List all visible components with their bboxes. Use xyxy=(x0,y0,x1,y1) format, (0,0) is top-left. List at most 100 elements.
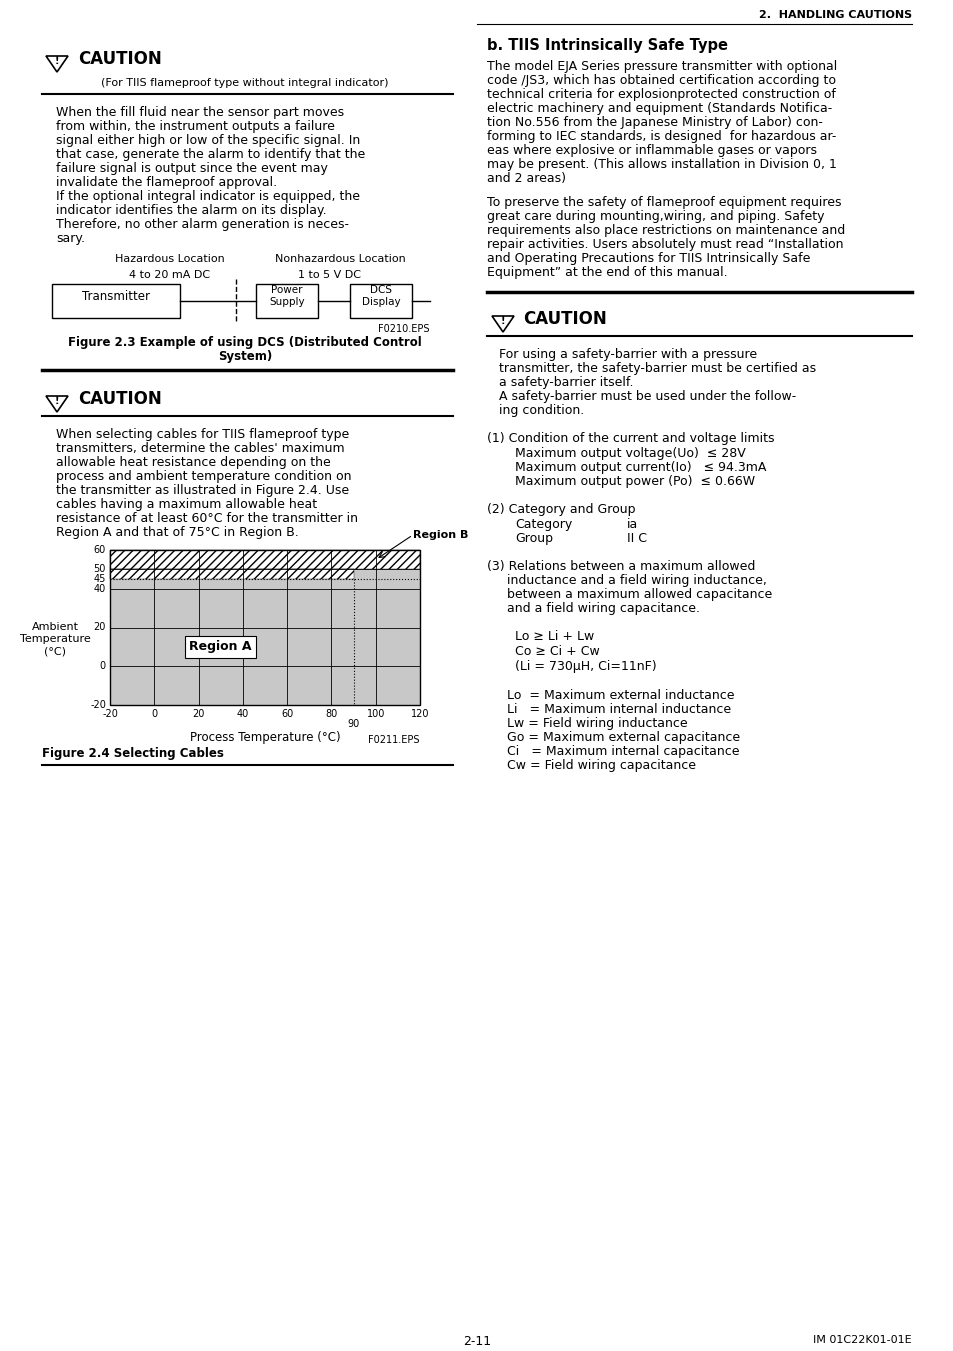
Text: (2) Category and Group: (2) Category and Group xyxy=(486,503,635,516)
Text: failure signal is output since the event may: failure signal is output since the event… xyxy=(56,162,328,176)
Text: The model EJA Series pressure transmitter with optional: The model EJA Series pressure transmitte… xyxy=(486,59,837,73)
Text: Transmitter: Transmitter xyxy=(82,289,150,303)
Text: F0210.EPS: F0210.EPS xyxy=(378,324,430,334)
Text: 20: 20 xyxy=(93,623,106,632)
Text: Temperature: Temperature xyxy=(20,635,91,644)
Text: and Operating Precautions for TIIS Intrinsically Safe: and Operating Precautions for TIIS Intri… xyxy=(486,253,809,265)
Text: Nonhazardous Location: Nonhazardous Location xyxy=(274,254,405,263)
Text: !: ! xyxy=(500,316,505,326)
Text: ing condition.: ing condition. xyxy=(498,404,583,417)
Text: a safety-barrier itself.: a safety-barrier itself. xyxy=(498,376,633,389)
Text: eas where explosive or inflammable gases or vapors: eas where explosive or inflammable gases… xyxy=(486,145,816,157)
Text: Ci   = Maximum internal capacitance: Ci = Maximum internal capacitance xyxy=(506,744,739,758)
Text: technical criteria for explosionprotected construction of: technical criteria for explosionprotecte… xyxy=(486,88,835,101)
Text: System): System) xyxy=(217,350,272,363)
Text: Cw = Field wiring capacitance: Cw = Field wiring capacitance xyxy=(506,759,696,771)
Text: 90: 90 xyxy=(347,719,359,730)
Text: Lo  = Maximum external inductance: Lo = Maximum external inductance xyxy=(506,689,734,703)
Text: Power
Supply: Power Supply xyxy=(269,285,305,307)
Text: Co ≥ Ci + Cw: Co ≥ Ci + Cw xyxy=(515,644,599,658)
Text: For using a safety-barrier with a pressure: For using a safety-barrier with a pressu… xyxy=(498,349,757,361)
Bar xyxy=(110,550,419,705)
Text: When the fill fluid near the sensor part moves: When the fill fluid near the sensor part… xyxy=(56,105,344,119)
Text: (For TIIS flameproof type without integral indicator): (For TIIS flameproof type without integr… xyxy=(101,78,388,88)
Bar xyxy=(255,284,317,317)
Text: 40: 40 xyxy=(236,709,249,719)
Text: sary.: sary. xyxy=(56,232,85,245)
Text: forming to IEC standards, is designed  for hazardous ar-: forming to IEC standards, is designed fo… xyxy=(486,130,836,143)
Text: the transmitter as illustrated in Figure 2.4. Use: the transmitter as illustrated in Figure… xyxy=(56,484,349,497)
Text: Process Temperature (°C): Process Temperature (°C) xyxy=(190,731,340,744)
Text: Lo ≥ Li + Lw: Lo ≥ Li + Lw xyxy=(515,630,594,643)
Text: CAUTION: CAUTION xyxy=(78,390,162,408)
Text: Region A and that of 75°C in Region B.: Region A and that of 75°C in Region B. xyxy=(56,526,298,539)
Text: DCS
Display: DCS Display xyxy=(361,285,400,307)
Bar xyxy=(110,550,419,569)
Text: Equipment” at the end of this manual.: Equipment” at the end of this manual. xyxy=(486,266,727,280)
Text: 120: 120 xyxy=(411,709,429,719)
Text: code /JS3, which has obtained certification according to: code /JS3, which has obtained certificat… xyxy=(486,74,835,86)
Text: 40: 40 xyxy=(93,584,106,593)
Text: Maximum output current(Io)   ≤ 94.3mA: Maximum output current(Io) ≤ 94.3mA xyxy=(515,461,765,474)
Text: (°C): (°C) xyxy=(44,647,66,657)
Text: 4 to 20 mA DC: 4 to 20 mA DC xyxy=(130,270,211,280)
Text: CAUTION: CAUTION xyxy=(522,309,606,328)
Text: electric machinery and equipment (Standards Notifica-: electric machinery and equipment (Standa… xyxy=(486,101,831,115)
Text: Ambient: Ambient xyxy=(31,623,78,632)
Text: 20: 20 xyxy=(193,709,205,719)
Text: Hazardous Location: Hazardous Location xyxy=(115,254,225,263)
Text: b. TIIS Intrinsically Safe Type: b. TIIS Intrinsically Safe Type xyxy=(486,38,727,53)
Text: invalidate the flameproof approval.: invalidate the flameproof approval. xyxy=(56,176,276,189)
Text: transmitters, determine the cables' maximum: transmitters, determine the cables' maxi… xyxy=(56,442,344,455)
Text: II C: II C xyxy=(626,532,646,544)
Text: requirements also place restrictions on maintenance and: requirements also place restrictions on … xyxy=(486,224,844,236)
Text: allowable heat resistance depending on the: allowable heat resistance depending on t… xyxy=(56,457,331,469)
Text: 45: 45 xyxy=(93,574,106,584)
Text: 60: 60 xyxy=(93,544,106,555)
Text: and a field wiring capacitance.: and a field wiring capacitance. xyxy=(506,603,700,615)
Text: 0: 0 xyxy=(100,661,106,671)
Text: (Li = 730μH, Ci=11nF): (Li = 730μH, Ci=11nF) xyxy=(515,661,656,673)
Text: Lw = Field wiring inductance: Lw = Field wiring inductance xyxy=(506,717,687,730)
Text: repair activities. Users absolutely must read “Installation: repair activities. Users absolutely must… xyxy=(486,238,842,251)
Text: 60: 60 xyxy=(281,709,293,719)
Text: Group: Group xyxy=(515,532,553,544)
Text: indicator identifies the alarm on its display.: indicator identifies the alarm on its di… xyxy=(56,204,326,218)
Text: cables having a maximum allowable heat: cables having a maximum allowable heat xyxy=(56,499,316,511)
Text: -20: -20 xyxy=(102,709,118,719)
Text: IM 01C22K01-01E: IM 01C22K01-01E xyxy=(813,1335,911,1346)
Text: Category: Category xyxy=(515,517,572,531)
Text: 2-11: 2-11 xyxy=(462,1335,491,1348)
Text: Maximum output power (Po)  ≤ 0.66W: Maximum output power (Po) ≤ 0.66W xyxy=(515,476,755,488)
Text: ia: ia xyxy=(626,517,638,531)
Bar xyxy=(52,284,180,317)
Text: -20: -20 xyxy=(90,700,106,711)
Bar xyxy=(110,550,419,705)
Text: If the optional integral indicator is equipped, the: If the optional integral indicator is eq… xyxy=(56,190,359,203)
Text: CAUTION: CAUTION xyxy=(78,50,162,68)
Text: 1 to 5 V DC: 1 to 5 V DC xyxy=(298,270,361,280)
Text: that case, generate the alarm to identify that the: that case, generate the alarm to identif… xyxy=(56,149,365,161)
Text: 2.  HANDLING CAUTIONS: 2. HANDLING CAUTIONS xyxy=(758,9,911,20)
Text: 80: 80 xyxy=(325,709,337,719)
Text: To preserve the safety of flameproof equipment requires: To preserve the safety of flameproof equ… xyxy=(486,196,841,209)
Text: Go = Maximum external capacitance: Go = Maximum external capacitance xyxy=(506,731,740,744)
Text: tion No.556 from the Japanese Ministry of Labor) con-: tion No.556 from the Japanese Ministry o… xyxy=(486,116,822,128)
Text: When selecting cables for TIIS flameproof type: When selecting cables for TIIS flameproo… xyxy=(56,428,349,440)
Text: process and ambient temperature condition on: process and ambient temperature conditio… xyxy=(56,470,351,484)
Text: resistance of at least 60°C for the transmitter in: resistance of at least 60°C for the tran… xyxy=(56,512,357,526)
Bar xyxy=(350,284,412,317)
Text: transmitter, the safety-barrier must be certified as: transmitter, the safety-barrier must be … xyxy=(498,362,815,376)
Text: signal either high or low of the specific signal. In: signal either high or low of the specifi… xyxy=(56,134,360,147)
Text: Region A: Region A xyxy=(190,640,252,654)
Text: Figure 2.3 Example of using DCS (Distributed Control: Figure 2.3 Example of using DCS (Distrib… xyxy=(68,336,421,349)
Text: !: ! xyxy=(54,55,59,66)
Text: Li   = Maximum internal inductance: Li = Maximum internal inductance xyxy=(506,703,730,716)
Text: between a maximum allowed capacitance: between a maximum allowed capacitance xyxy=(506,588,771,601)
Bar xyxy=(110,569,354,580)
Text: Figure 2.4 Selecting Cables: Figure 2.4 Selecting Cables xyxy=(42,747,224,761)
Text: A safety-barrier must be used under the follow-: A safety-barrier must be used under the … xyxy=(498,390,796,403)
Text: 0: 0 xyxy=(152,709,157,719)
Text: !: ! xyxy=(54,396,59,407)
Text: Therefore, no other alarm generation is neces-: Therefore, no other alarm generation is … xyxy=(56,218,349,231)
